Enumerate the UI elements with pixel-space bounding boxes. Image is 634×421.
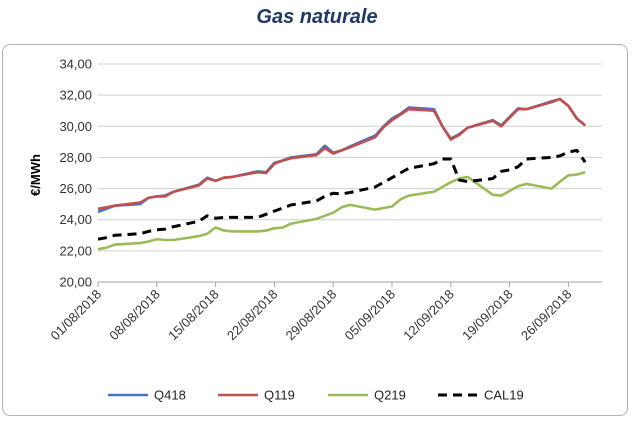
y-tick-label: 28,00	[59, 150, 92, 165]
x-tick-label: 19/09/2018	[459, 287, 516, 344]
x-tick-label: 15/08/2018	[165, 287, 222, 344]
legend-label-q219: Q219	[374, 388, 406, 403]
chart-title: Gas naturale	[256, 6, 378, 28]
series-line-cal19	[97, 148, 587, 241]
x-tick-label: 01/08/2018	[47, 287, 104, 344]
x-tick-label: 05/09/2018	[341, 287, 398, 344]
y-tick-label: 20,00	[59, 275, 92, 290]
y-tick-label: 34,00	[59, 57, 92, 72]
y-tick-label: 22,00	[59, 243, 92, 258]
legend-label-cal19: CAL19	[484, 388, 524, 403]
y-tick-label: 26,00	[59, 181, 92, 196]
y-axis-label: €/MWh	[28, 154, 43, 196]
x-tick-label: 29/08/2018	[283, 287, 340, 344]
x-tick-label: 08/08/2018	[106, 287, 163, 344]
series-line-q119	[97, 97, 587, 211]
legend-label-q119: Q119	[264, 388, 295, 403]
y-tick-label: 24,00	[59, 212, 92, 227]
y-tick-label: 30,00	[59, 119, 92, 134]
series-lines	[97, 97, 587, 251]
y-axis-ticks: 20,00 22,00 24,00 26,00 28,00 30,00 32,00 34,00	[59, 57, 92, 290]
legend-label-q418: Q418	[154, 388, 186, 403]
gridlines	[98, 63, 602, 283]
x-tick-label: 22/08/2018	[224, 287, 281, 344]
x-axis-ticks: 01/08/2018 08/08/2018 15/08/2018 22/08/2018…	[47, 281, 602, 344]
x-tick-label: 12/09/2018	[400, 287, 457, 344]
legend: Q418 Q119 Q219 CAL19	[108, 388, 524, 403]
chart-frame	[2, 44, 628, 416]
x-tick-label: 26/09/2018	[518, 287, 575, 344]
y-tick-label: 32,00	[59, 88, 92, 103]
series-line-q219	[97, 170, 586, 251]
